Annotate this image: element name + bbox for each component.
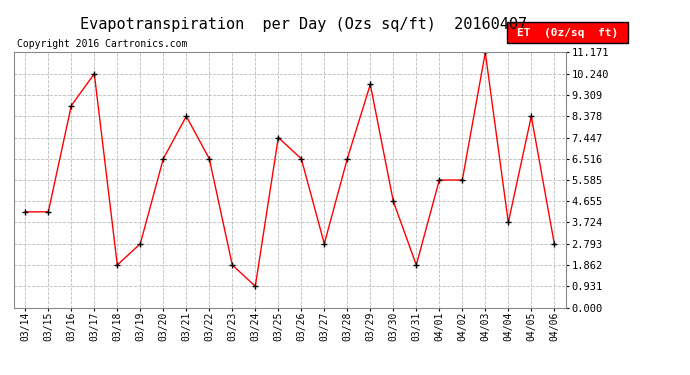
Text: ET  (0z/sq  ft): ET (0z/sq ft) [517, 28, 618, 38]
Text: Evapotranspiration  per Day (Ozs sq/ft)  20160407: Evapotranspiration per Day (Ozs sq/ft) 2… [80, 17, 527, 32]
Text: Copyright 2016 Cartronics.com: Copyright 2016 Cartronics.com [17, 39, 188, 50]
